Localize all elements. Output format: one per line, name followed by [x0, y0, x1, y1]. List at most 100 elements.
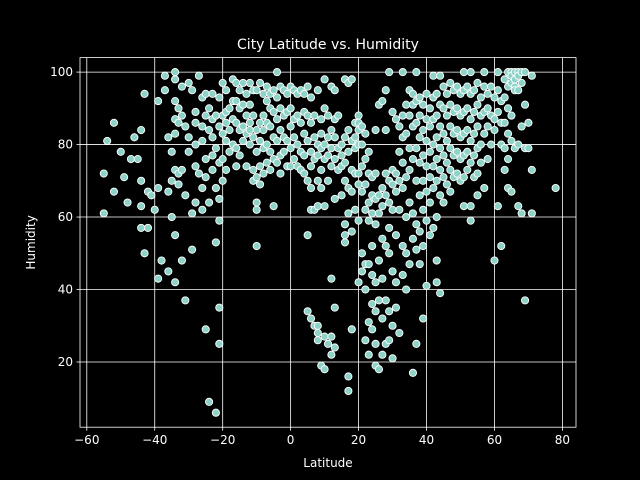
data-point — [507, 187, 516, 196]
data-point — [419, 205, 428, 214]
data-point — [446, 165, 455, 174]
data-point — [507, 136, 516, 145]
data-point — [171, 129, 180, 138]
data-point — [208, 165, 217, 174]
data-point — [330, 86, 339, 95]
data-point — [483, 155, 492, 164]
data-point — [154, 274, 163, 283]
data-point — [177, 82, 186, 91]
data-point — [239, 136, 248, 145]
data-point — [123, 198, 132, 207]
data-point — [490, 93, 499, 102]
data-point — [459, 173, 468, 182]
data-point — [211, 183, 220, 193]
data-point — [323, 339, 333, 348]
data-point — [232, 97, 241, 106]
data-point — [500, 75, 509, 84]
data-point — [337, 191, 346, 200]
data-point — [150, 205, 159, 214]
data-point — [306, 314, 316, 323]
data-point — [503, 129, 513, 138]
data-point — [354, 180, 363, 189]
data-point — [357, 249, 367, 258]
data-point — [463, 147, 472, 156]
data-point — [402, 249, 411, 258]
data-point — [422, 281, 431, 290]
data-point — [476, 158, 485, 167]
y-tick-label: 40 — [58, 283, 73, 297]
data-point — [215, 216, 224, 225]
data-point — [425, 173, 434, 182]
data-point — [480, 68, 489, 77]
data-point — [514, 140, 523, 149]
data-point — [293, 140, 302, 149]
data-point — [459, 202, 468, 211]
data-point — [385, 307, 394, 316]
data-point — [476, 140, 485, 149]
data-point — [235, 86, 244, 95]
data-point — [517, 209, 526, 218]
data-point — [422, 162, 431, 171]
data-point — [378, 183, 387, 193]
data-point — [347, 325, 356, 334]
data-point — [453, 104, 462, 113]
data-point — [374, 256, 384, 265]
data-point — [500, 93, 509, 102]
data-point — [239, 78, 248, 88]
data-point — [388, 180, 397, 189]
data-point — [286, 104, 295, 113]
data-point — [507, 111, 516, 120]
data-point — [524, 144, 533, 153]
data-point — [419, 314, 428, 323]
data-point — [313, 336, 322, 345]
data-point — [259, 111, 268, 120]
data-point — [198, 183, 207, 193]
data-point — [306, 93, 316, 102]
data-point — [402, 173, 411, 182]
data-point — [317, 129, 326, 138]
data-point — [340, 231, 350, 240]
data-point — [453, 82, 462, 91]
data-point — [364, 198, 373, 207]
data-point — [402, 129, 411, 138]
data-point — [517, 122, 526, 131]
data-point — [310, 133, 319, 142]
data-point — [252, 126, 261, 135]
data-point — [201, 325, 210, 334]
data-point — [388, 321, 397, 330]
data-point — [252, 173, 261, 182]
data-point — [201, 89, 210, 98]
data-point — [412, 68, 421, 77]
data-point — [201, 173, 210, 182]
data-point — [425, 198, 434, 207]
data-point — [436, 144, 445, 153]
data-point — [371, 220, 380, 229]
data-point — [422, 89, 431, 98]
data-point — [385, 68, 394, 77]
data-point — [354, 216, 363, 225]
data-point — [222, 136, 231, 145]
data-point — [378, 97, 387, 106]
data-point — [320, 140, 329, 149]
data-point — [391, 169, 401, 178]
data-point — [473, 100, 482, 109]
data-point — [351, 133, 360, 142]
x-tick-label: −20 — [210, 433, 235, 447]
data-point — [320, 75, 329, 84]
data-point — [405, 165, 414, 174]
data-point — [255, 180, 265, 189]
data-point — [266, 147, 275, 156]
data-point — [473, 169, 482, 178]
data-point — [215, 93, 224, 102]
data-point — [368, 299, 377, 309]
data-point — [262, 82, 271, 91]
data-point — [327, 274, 336, 283]
data-point — [218, 78, 227, 88]
data-point — [551, 183, 560, 193]
data-point — [269, 86, 278, 95]
data-point — [137, 223, 146, 232]
data-point — [378, 274, 387, 283]
data-point — [205, 104, 214, 113]
data-point — [490, 256, 499, 265]
data-point — [524, 118, 533, 127]
